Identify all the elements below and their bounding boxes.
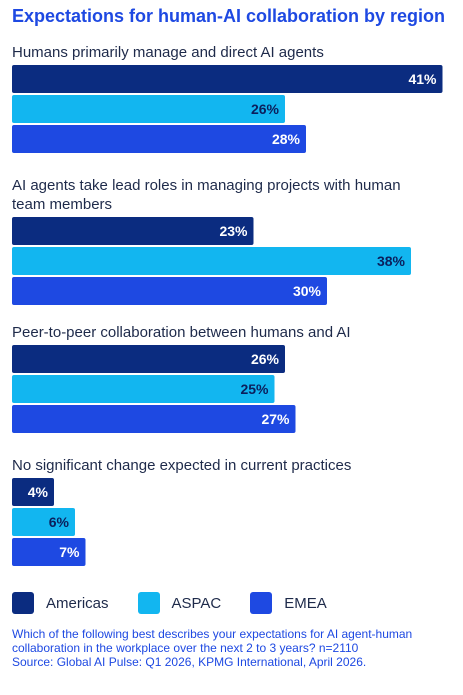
legend: Americas ASPAC EMEA — [12, 592, 356, 614]
legend-item-aspac: ASPAC — [137, 592, 222, 614]
category-label: No significant change expected in curren… — [12, 457, 351, 474]
legend-label: EMEA — [284, 594, 327, 612]
legend-item-emea: EMEA — [250, 592, 327, 614]
bar-emea — [12, 405, 296, 433]
bar-value-label: 4% — [28, 484, 49, 500]
bar-value-label: 25% — [240, 381, 269, 397]
chart-title: Expectations for human-AI collaboration … — [12, 6, 446, 26]
legend-item-americas: Americas — [12, 592, 109, 614]
bar-americas — [12, 478, 54, 506]
legend-swatch — [250, 592, 273, 614]
bar-value-label: 41% — [408, 71, 437, 87]
bar-americas — [12, 345, 285, 373]
bar-aspac — [12, 95, 285, 123]
bar-value-label: 28% — [272, 131, 301, 147]
bar-value-label: 26% — [251, 101, 280, 117]
bar-value-label: 26% — [251, 351, 280, 367]
legend-swatch — [12, 592, 34, 614]
bar-value-label: 23% — [219, 223, 248, 239]
bar-aspac — [12, 508, 75, 536]
bar-americas — [12, 217, 254, 245]
bar-value-label: 7% — [59, 544, 80, 560]
bar-value-label: 6% — [49, 514, 70, 530]
survey-question: Which of the following best describes yo… — [12, 627, 413, 655]
bar-value-label: 30% — [293, 283, 322, 299]
bar-emea — [12, 538, 86, 566]
bar-value-label: 27% — [261, 411, 290, 427]
bar-emea — [12, 125, 306, 153]
bar-value-label: 38% — [377, 253, 406, 269]
source-note: Source: Global AI Pulse: Q1 2026, KPMG I… — [12, 655, 367, 669]
legend-swatch — [137, 592, 160, 614]
category-label: Peer-to-peer collaboration between human… — [12, 324, 351, 341]
bar-americas — [12, 65, 443, 93]
bar-emea — [12, 277, 327, 305]
bar-aspac — [12, 247, 411, 275]
category-label: AI agents take lead roles in managing pr… — [12, 177, 401, 213]
legend-label: ASPAC — [171, 594, 222, 612]
category-label: Humans primarily manage and direct AI ag… — [12, 44, 324, 61]
bar-chart: Humans primarily manage and direct AI ag… — [12, 44, 443, 566]
legend-label: Americas — [46, 594, 109, 612]
bar-aspac — [12, 375, 275, 403]
footnote: Which of the following best describes yo… — [12, 627, 457, 669]
